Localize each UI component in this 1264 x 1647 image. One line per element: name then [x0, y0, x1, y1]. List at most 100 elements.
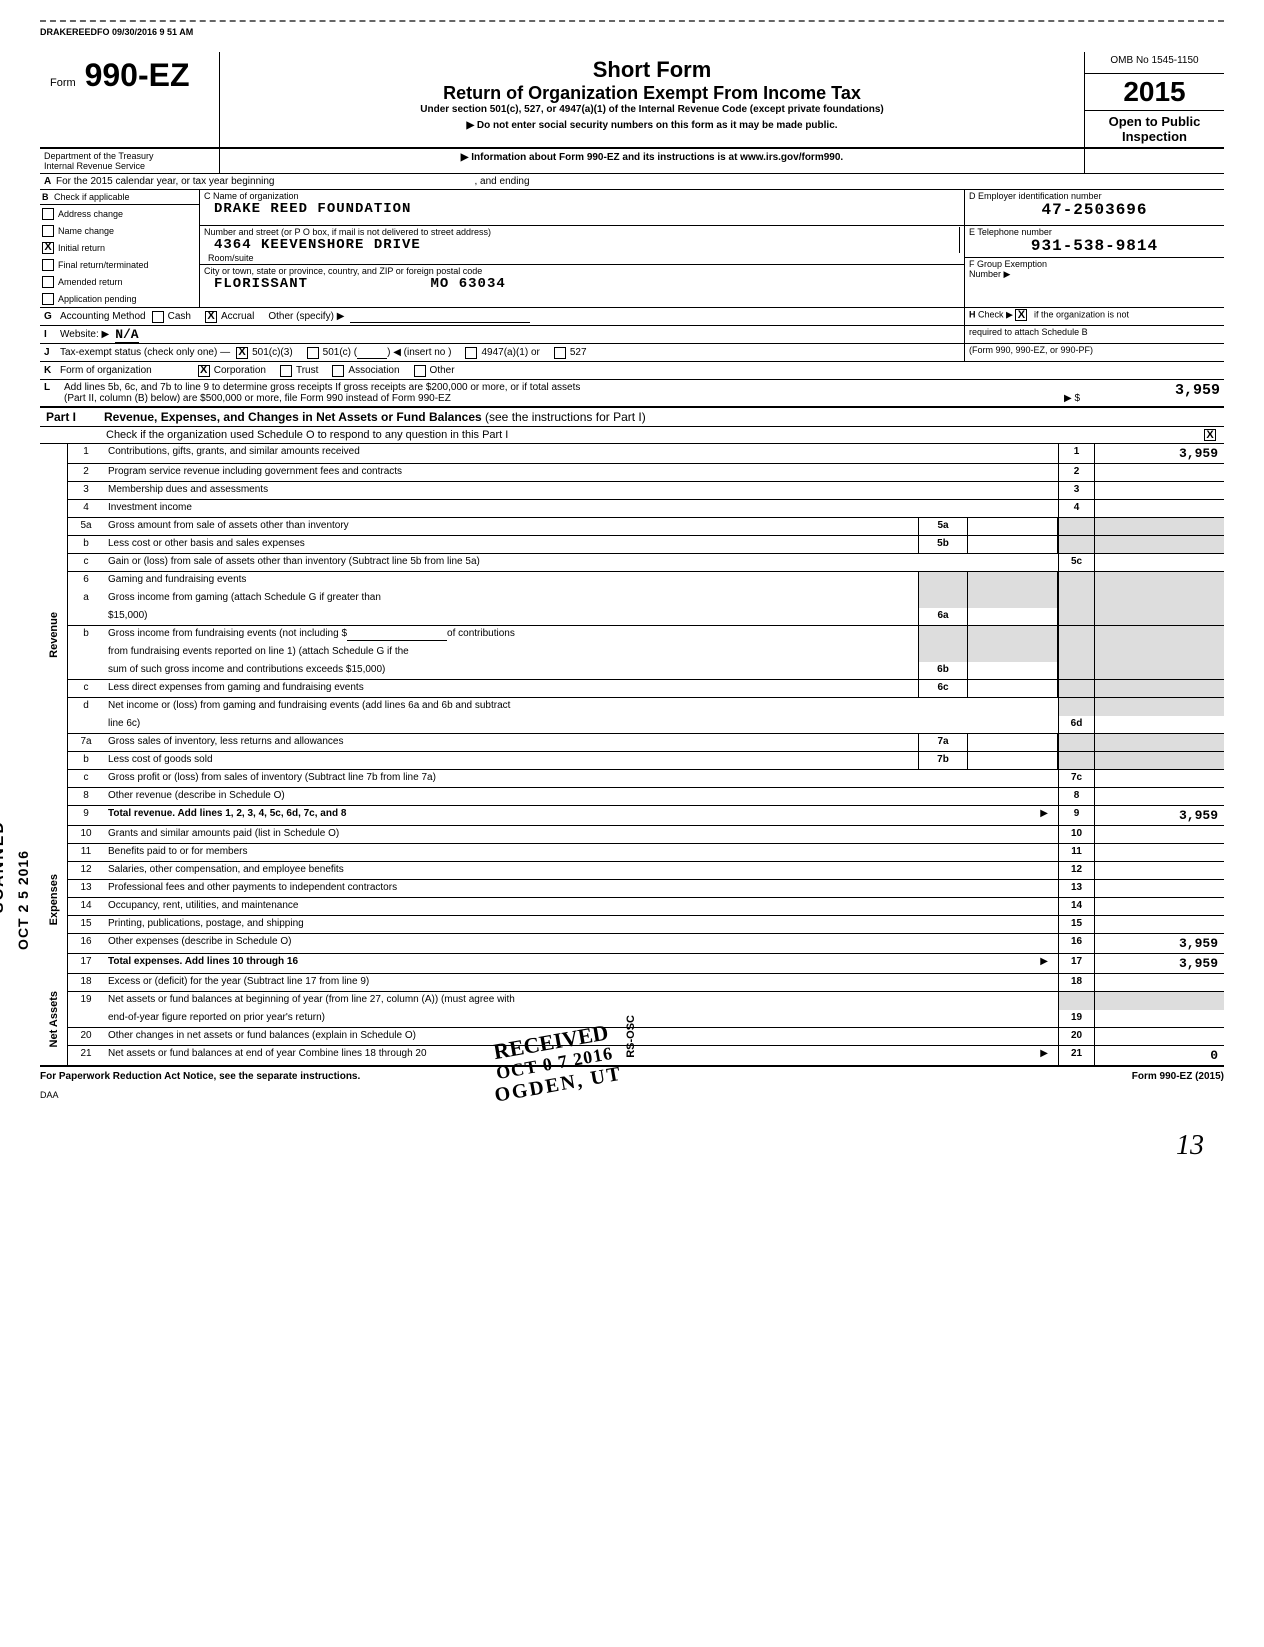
part1-sub: Check if the organization used Schedule …: [40, 427, 1224, 444]
block-bcd: BCheck if applicable Address change Name…: [40, 190, 1224, 308]
chk-assoc[interactable]: [332, 365, 344, 377]
h-label: H: [969, 310, 976, 320]
subtitle: Under section 501(c), 527, or 4947(a)(1)…: [230, 104, 1074, 115]
website-val: N/A: [115, 327, 138, 343]
r14-col: 14: [1058, 898, 1094, 915]
lbl-other-method: Other (specify) ▶: [268, 311, 344, 322]
r6b-field[interactable]: [347, 628, 447, 641]
r6a-subval: [968, 608, 1058, 625]
col-b-label: B: [42, 192, 54, 202]
r1-desc: Contributions, gifts, grants, and simila…: [104, 444, 1058, 463]
r10-num: 10: [68, 826, 104, 843]
lbl-address-change: Address change: [58, 209, 123, 219]
lbl-trust: Trust: [296, 365, 318, 376]
chk-amended[interactable]: [42, 276, 54, 288]
r20-col: 20: [1058, 1028, 1094, 1045]
chk-pending[interactable]: [42, 293, 54, 305]
r17-col: 17: [1058, 954, 1094, 973]
chk-cash[interactable]: [152, 311, 164, 323]
r14-val: [1094, 898, 1224, 915]
chk-other-org[interactable]: [414, 365, 426, 377]
room-label: Room/suite: [204, 253, 284, 263]
chk-corp[interactable]: X: [198, 365, 210, 377]
r11-num: 11: [68, 844, 104, 861]
chk-schedule-o[interactable]: X: [1204, 429, 1216, 441]
r12-num: 12: [68, 862, 104, 879]
r6a-sub-s: [918, 590, 968, 608]
chk-address[interactable]: [42, 208, 54, 220]
h-text2: if the organization is not: [1034, 310, 1129, 320]
r21-val: 0: [1094, 1046, 1224, 1065]
r6a-sub: 6a: [918, 608, 968, 625]
r17-val: 3,959: [1094, 954, 1224, 973]
r6b-sub: 6b: [918, 662, 968, 679]
chk-name[interactable]: [42, 225, 54, 237]
title-return: Return of Organization Exempt From Incom…: [230, 83, 1074, 104]
r19b-num: [68, 1010, 104, 1027]
l-text1: Add lines 5b, 6c, and 7b to line 9 to de…: [64, 382, 1080, 393]
r7c-col: 7c: [1058, 770, 1094, 787]
r14-num: 14: [68, 898, 104, 915]
r9-col: 9: [1058, 806, 1094, 825]
r11-desc: Benefits paid to or for members: [104, 844, 1058, 861]
r6b-desc: Gross income from fundraising events (no…: [108, 628, 347, 639]
r6d-val: [1094, 716, 1224, 733]
ein-value: 47-2503696: [969, 201, 1220, 219]
j-text: Tax-exempt status (check only one) —: [60, 347, 230, 358]
chk-4947[interactable]: [465, 347, 477, 359]
chk-501c[interactable]: [307, 347, 319, 359]
r6b2-sub: [918, 644, 968, 662]
r5b-val: [1094, 536, 1224, 553]
501c-num[interactable]: [357, 346, 387, 359]
line-a-text2: , and ending: [474, 176, 529, 187]
part1-note: (see the instructions for Part I): [485, 410, 646, 424]
chk-accrual[interactable]: X: [205, 311, 217, 323]
r16-val: 3,959: [1094, 934, 1224, 953]
r5a-num: 5a: [68, 518, 104, 535]
page-number: 13: [40, 1130, 1224, 1162]
r6b-col: [1058, 626, 1094, 644]
chk-h[interactable]: X: [1015, 309, 1027, 321]
h-text4: (Form 990, 990-EZ, or 990-PF): [964, 344, 1224, 361]
part1-subtext: Check if the organization used Schedule …: [106, 429, 508, 441]
lbl-501c3: 501(c)(3): [252, 347, 293, 358]
header-stamp: DRAKEREEDFO 09/30/2016 9 51 AM: [40, 27, 1224, 37]
stamp-side: RS-OSC: [625, 1015, 637, 1058]
r20-val: [1094, 1028, 1224, 1045]
lbl-pending: Application pending: [58, 294, 137, 304]
chk-527[interactable]: [554, 347, 566, 359]
r2-desc: Program service revenue including govern…: [104, 464, 1058, 481]
dept-irs: Internal Revenue Service: [44, 161, 154, 171]
r5a-val: [1094, 518, 1224, 535]
r7b-sub: 7b: [918, 752, 968, 769]
r11-col: 11: [1058, 844, 1094, 861]
chk-501c3[interactable]: X: [236, 347, 248, 359]
chk-final[interactable]: [42, 259, 54, 271]
r5b-subval: [968, 536, 1058, 553]
r15-desc: Printing, publications, postage, and shi…: [104, 916, 1058, 933]
row-g: G Accounting Method Cash XAccrual Other …: [40, 308, 1224, 326]
h-text: Check ▶: [978, 310, 1013, 320]
lbl-name-change: Name change: [58, 226, 114, 236]
part1-header: Part I Revenue, Expenses, and Changes in…: [40, 408, 1224, 427]
r12-desc: Salaries, other compensation, and employ…: [104, 862, 1058, 879]
r4-desc: Investment income: [104, 500, 1058, 517]
r5a-desc: Gross amount from sale of assets other t…: [104, 518, 918, 535]
lbl-corp: Corporation: [214, 365, 266, 376]
r18-val: [1094, 974, 1224, 991]
r6d-val-s: [1094, 698, 1224, 716]
r18-num: 18: [68, 974, 104, 991]
r6c-sub: 6c: [918, 680, 968, 697]
other-method-field[interactable]: [350, 310, 530, 323]
phone-label: E Telephone number: [969, 227, 1220, 237]
city-val: FLORISSANT: [214, 276, 308, 292]
chk-trust[interactable]: [280, 365, 292, 377]
chk-initial[interactable]: X: [42, 242, 54, 254]
r16-col: 16: [1058, 934, 1094, 953]
r19-col-s: [1058, 992, 1094, 1010]
r8-val: [1094, 788, 1224, 805]
k-label: K: [40, 365, 60, 376]
city-label: City or town, state or province, country…: [204, 266, 960, 276]
r7c-val: [1094, 770, 1224, 787]
open-public-1: Open to Public: [1088, 114, 1221, 129]
